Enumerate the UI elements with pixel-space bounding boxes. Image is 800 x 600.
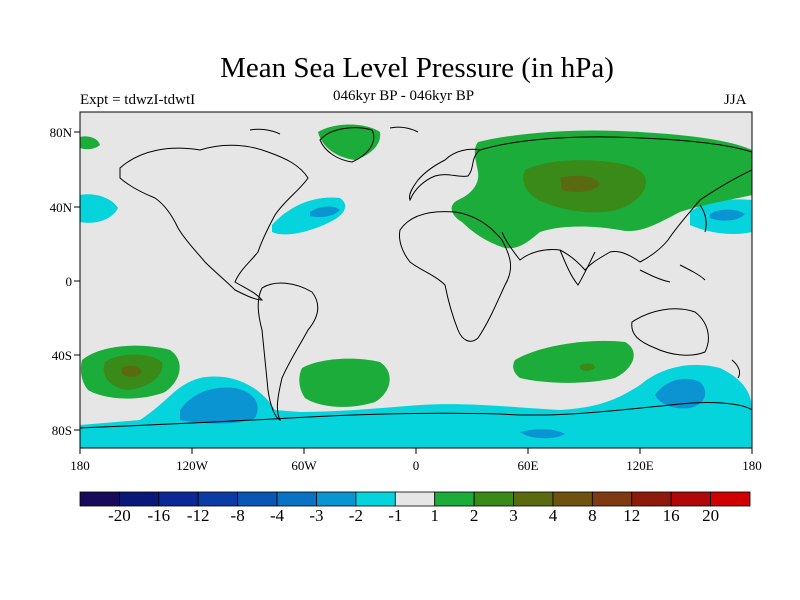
colorbar-label: 8 [588,506,597,525]
colorbar-label: -8 [230,506,245,525]
lon-tick-label: 0 [413,458,420,473]
lat-tick-label: 40S [52,348,72,363]
experiment-label: Expt = tdwzI-tdwtI [80,92,196,108]
anomaly-shading [80,124,752,448]
colorbar-box [552,491,593,507]
colorbar-box [276,491,317,507]
colorbar-box [158,491,199,507]
colorbar-box [473,491,514,507]
antarctic-negative-region [80,364,752,448]
colorbar-box [670,491,711,507]
lon-tick-label: 180 [742,458,762,473]
lat-tick-labels: 80N 40N 0 40S 80S [50,125,80,438]
lon-tick-label: 60E [518,458,539,473]
colorbar-box [631,491,672,507]
colorbar-box [355,491,396,507]
colorbar-label: -1 [388,506,403,525]
coastlines [80,126,752,429]
colorbar-box [316,491,357,507]
lat-tick-label: 80S [52,423,72,438]
lat-tick-label: 40N [50,200,73,215]
colorbar-box [394,491,436,507]
arctic-positive-small [80,136,100,150]
lon-tick-label: 180 [70,458,90,473]
colorbar-label: -16 [147,506,171,525]
colorbar-label: -12 [186,506,210,525]
colorbar-label: 3 [509,506,518,525]
south-atlantic-positive [299,358,390,407]
south-indian-stronger [580,363,595,371]
colorbar-box [197,491,239,507]
colorbar-label: 16 [662,506,680,525]
south-indian-blue-region [655,378,706,409]
colorbar-label: 4 [548,506,558,525]
colorbar-box [79,491,120,507]
north-pacific-east-blue [710,209,745,221]
colorbar-label: -4 [269,506,285,525]
period-label: 046kyr BP - 046kyr BP [333,88,475,104]
colorbar-box [237,491,278,507]
south-pacific-peak [122,365,142,377]
colorbar-box [513,491,554,507]
lon-tick-label: 60W [291,458,317,473]
greenland-positive [318,124,381,160]
colorbar-box [591,491,633,507]
antarctic-blue-patch [520,429,565,439]
lat-tick-label: 0 [66,274,73,289]
lon-tick-labels: 180 120W 60W 0 60E 120E 180 [70,448,762,473]
colorbar-label: 1 [430,506,439,525]
season-label: JJA [724,92,747,108]
colorbar-label: 20 [702,506,720,525]
lat-tick-label: 80N [50,125,73,140]
colorbar-label: -3 [309,506,324,525]
colorbar-box [119,491,160,507]
map-title: Mean Sea Level Pressure (in hPa) [220,52,614,84]
lon-tick-label: 120E [626,458,654,473]
colorbar-box [710,491,751,507]
colorbar [79,491,751,507]
colorbar-label: 12 [623,506,641,525]
north-atlantic-blue [310,206,340,218]
north-pacific-west-negative [80,194,118,223]
south-pacific-blue-region [180,387,258,424]
colorbar-box [434,491,475,507]
colorbar-label: 2 [469,506,479,525]
colorbar-label: -2 [348,506,363,525]
eurasia-peak-region [560,175,600,192]
lon-tick-label: 120W [176,458,209,473]
colorbar-label: -20 [108,506,131,525]
south-indian-positive [513,340,634,383]
